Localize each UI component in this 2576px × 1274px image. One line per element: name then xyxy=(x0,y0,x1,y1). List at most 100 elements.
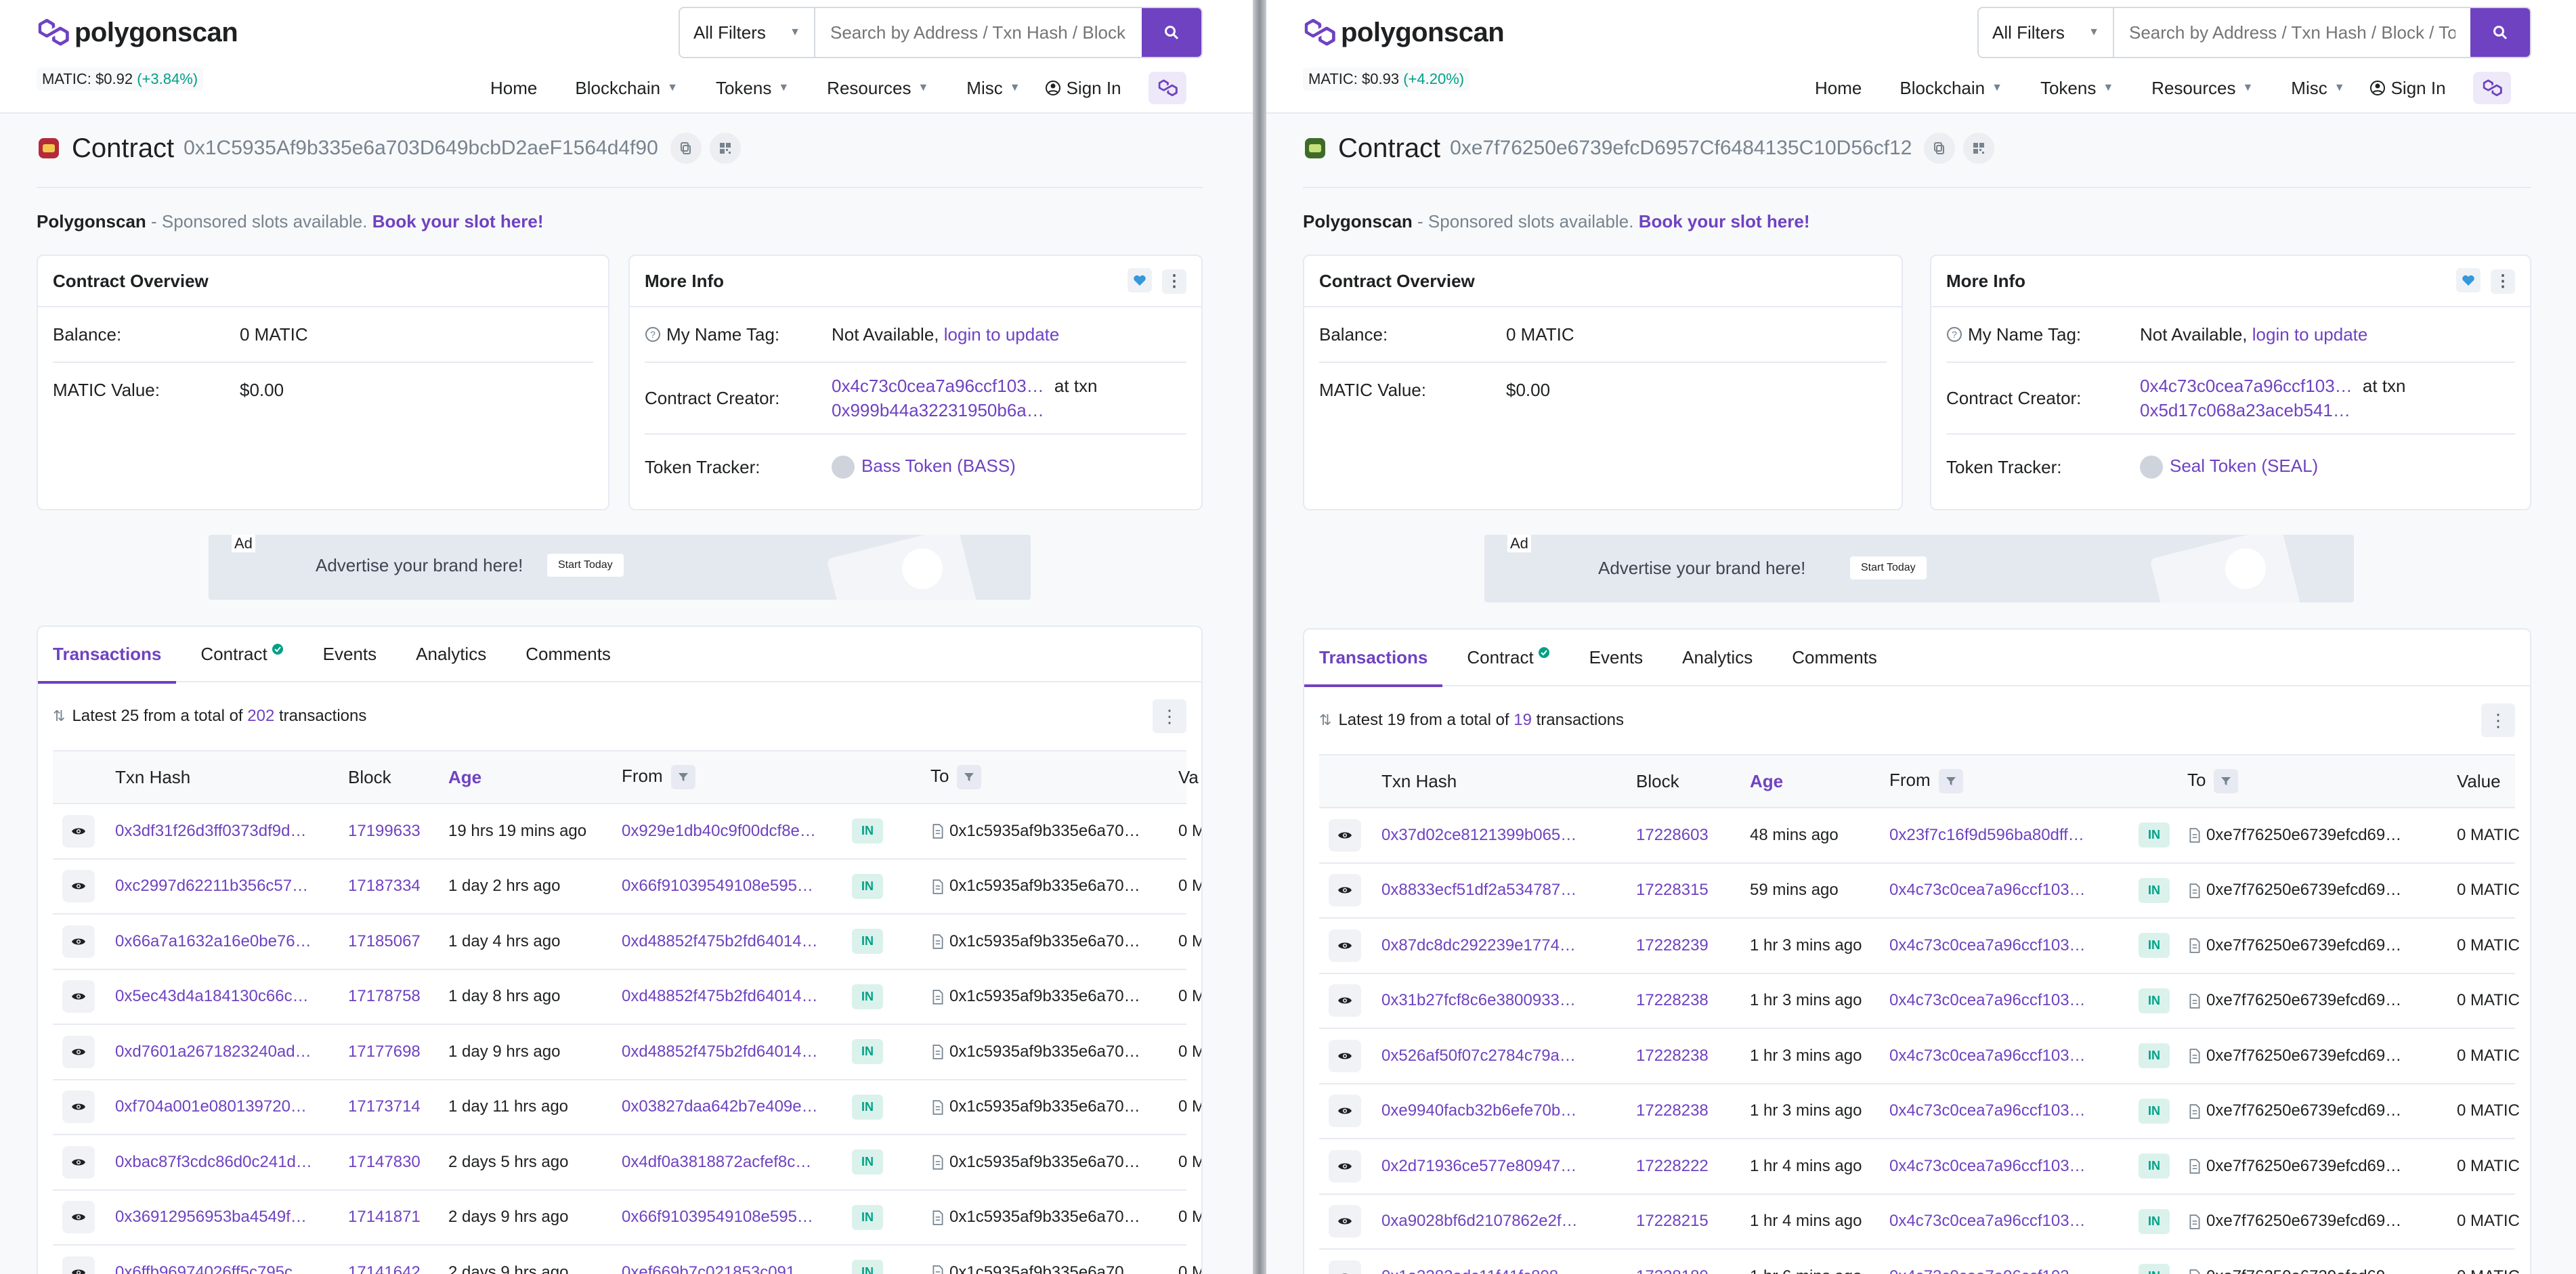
qr-code-button[interactable] xyxy=(709,133,741,164)
block-link[interactable]: 17185067 xyxy=(348,931,421,950)
from-address-link[interactable]: 0x03827daa642b7e409e… xyxy=(622,1097,818,1116)
table-options-button[interactable]: ⋮ xyxy=(1153,699,1186,733)
filter-dropdown[interactable]: All Filters ▼ xyxy=(1979,8,2114,57)
copy-address-button[interactable] xyxy=(670,133,702,164)
filter-from-button[interactable] xyxy=(1938,769,1963,793)
sign-in-link[interactable]: Sign In xyxy=(2369,78,2446,99)
site-logo[interactable]: polygonscan xyxy=(1303,16,1505,49)
sign-in-link[interactable]: Sign In xyxy=(1045,78,1121,99)
from-address-link[interactable]: 0x4c73c0cea7a96ccf103… xyxy=(1889,881,2086,900)
creator-txn-link[interactable]: 0x999b44a32231950b6a… xyxy=(832,400,1044,420)
filter-to-button[interactable] xyxy=(957,765,982,789)
nav-resources[interactable]: Resources ▼ xyxy=(2151,78,2253,99)
token-tracker-link[interactable]: Seal Token (SEAL) xyxy=(2170,455,2319,476)
block-link[interactable]: 17228222 xyxy=(1636,1156,1709,1175)
txn-hash-link[interactable]: 0xc2997d62211b356c57… xyxy=(115,877,309,896)
nav-tokens[interactable]: Tokens ▼ xyxy=(716,78,789,99)
block-link[interactable]: 17228215 xyxy=(1636,1212,1709,1231)
from-address-link[interactable]: 0x4c73c0cea7a96ccf103… xyxy=(1889,1212,2086,1231)
tab-contract[interactable]: Contract xyxy=(1467,630,1549,686)
search-input[interactable] xyxy=(2114,8,2470,57)
txn-hash-link[interactable]: 0x6ffb96974026ff5c795c… xyxy=(115,1262,309,1274)
from-address-link[interactable]: 0xd48852f475b2fd64014… xyxy=(622,987,818,1006)
block-link[interactable]: 17178758 xyxy=(348,987,421,1006)
view-details-button[interactable] xyxy=(1329,1260,1361,1274)
txn-hash-link[interactable]: 0x87dc8dc292239e1774… xyxy=(1381,936,1576,954)
nav-home[interactable]: Home xyxy=(1815,78,1862,99)
block-link[interactable]: 17228238 xyxy=(1636,1101,1709,1120)
from-address-link[interactable]: 0x4c73c0cea7a96ccf103… xyxy=(1889,1156,2086,1175)
block-link[interactable]: 17187334 xyxy=(348,877,421,896)
filter-dropdown[interactable]: All Filters ▼ xyxy=(680,8,815,57)
tab-transactions[interactable]: Transactions xyxy=(1304,630,1443,687)
site-logo[interactable]: polygonscan xyxy=(37,16,238,49)
from-address-link[interactable]: 0x4c73c0cea7a96ccf103… xyxy=(1889,991,2086,1010)
view-details-button[interactable] xyxy=(62,1035,95,1068)
more-options-button[interactable]: ⋮ xyxy=(1162,269,1186,294)
block-link[interactable]: 17199633 xyxy=(348,821,421,840)
ad-start-button[interactable]: Start Today xyxy=(547,554,624,577)
view-details-button[interactable] xyxy=(1329,1039,1361,1072)
favorite-button[interactable] xyxy=(2455,268,2481,293)
login-to-update-link[interactable]: login to update xyxy=(943,324,1060,345)
txn-hash-link[interactable]: 0x526af50f07c2784c79a… xyxy=(1381,1046,1576,1065)
txn-hash-link[interactable]: 0x66a7a1632a16e0be76… xyxy=(115,931,312,950)
nav-misc[interactable]: Misc ▼ xyxy=(966,78,1020,99)
ad-banner[interactable]: Ad Advertise your brand here! Start Toda… xyxy=(1484,535,2354,602)
ad-start-button[interactable]: Start Today xyxy=(1850,556,1927,579)
network-switch-button[interactable] xyxy=(2472,72,2511,104)
txn-hash-link[interactable]: 0x37d02ce8121399b065… xyxy=(1381,825,1577,844)
view-details-button[interactable] xyxy=(62,980,95,1013)
tab-transactions[interactable]: Transactions xyxy=(38,627,177,684)
window-divider[interactable] xyxy=(1253,0,1266,1274)
nav-tokens[interactable]: Tokens ▼ xyxy=(2040,78,2113,99)
creator-address-link[interactable]: 0x4c73c0cea7a96ccf103… xyxy=(2140,376,2353,396)
col-age[interactable]: Age xyxy=(448,766,482,787)
ad-banner[interactable]: Ad Advertise your brand here! Start Toda… xyxy=(209,535,1031,600)
summary-count-link[interactable]: 19 xyxy=(1514,711,1532,729)
block-link[interactable]: 17141642 xyxy=(348,1262,421,1274)
from-address-link[interactable]: 0x23f7c16f9d596ba80dff… xyxy=(1889,825,2084,844)
favorite-button[interactable] xyxy=(1127,268,1152,293)
tab-events[interactable]: Events xyxy=(322,643,377,664)
view-details-button[interactable] xyxy=(62,1145,95,1179)
block-link[interactable]: 17228180 xyxy=(1636,1267,1709,1274)
search-input[interactable] xyxy=(815,8,1142,57)
more-options-button[interactable]: ⋮ xyxy=(2491,269,2515,294)
view-details-button[interactable] xyxy=(62,1091,95,1124)
view-details-button[interactable] xyxy=(1329,1205,1361,1238)
from-address-link[interactable]: 0x4c73c0cea7a96ccf103… xyxy=(1889,1267,2086,1274)
view-details-button[interactable] xyxy=(62,1201,95,1234)
view-details-button[interactable] xyxy=(1329,1095,1361,1128)
block-link[interactable]: 17228603 xyxy=(1636,825,1709,844)
book-slot-link[interactable]: Book your slot here! xyxy=(372,211,544,232)
nav-resources[interactable]: Resources ▼ xyxy=(827,78,928,99)
txn-hash-link[interactable]: 0xa9028bf6d2107862e2f… xyxy=(1381,1212,1578,1231)
txn-hash-link[interactable]: 0x5ec43d4a184130c66c… xyxy=(115,987,309,1006)
view-details-button[interactable] xyxy=(62,870,95,903)
tab-comments[interactable]: Comments xyxy=(1792,646,1877,667)
tab-comments[interactable]: Comments xyxy=(525,643,611,664)
view-details-button[interactable] xyxy=(1329,984,1361,1017)
summary-count-link[interactable]: 202 xyxy=(247,707,275,725)
view-details-button[interactable] xyxy=(62,814,95,848)
from-address-link[interactable]: 0xd48852f475b2fd64014… xyxy=(622,931,818,950)
view-details-button[interactable] xyxy=(1329,874,1361,907)
table-options-button[interactable]: ⋮ xyxy=(2481,703,2515,737)
block-link[interactable]: 17173714 xyxy=(348,1097,421,1116)
txn-hash-link[interactable]: 0x36912956953ba4549f… xyxy=(115,1208,307,1227)
tab-analytics[interactable]: Analytics xyxy=(1682,646,1753,667)
block-link[interactable]: 17147830 xyxy=(348,1152,421,1171)
from-address-link[interactable]: 0x929e1db40c9f00dcf8e… xyxy=(622,821,816,840)
view-details-button[interactable] xyxy=(62,1256,95,1274)
txn-hash-link[interactable]: 0xf704a001e080139720… xyxy=(115,1097,307,1116)
txn-hash-link[interactable]: 0x3df31f26d3ff0373df9d… xyxy=(115,821,307,840)
txn-hash-link[interactable]: 0x8833ecf51df2a534787… xyxy=(1381,881,1577,900)
col-age[interactable]: Age xyxy=(1750,770,1784,791)
from-address-link[interactable]: 0x66f91039549108e595… xyxy=(622,1208,813,1227)
txn-hash-link[interactable]: 0x31b27fcf8c6e3800933… xyxy=(1381,991,1576,1010)
view-details-button[interactable] xyxy=(62,925,95,958)
token-tracker-link[interactable]: Bass Token (BASS) xyxy=(861,455,1016,476)
nav-blockchain[interactable]: Blockchain ▼ xyxy=(575,78,678,99)
search-button[interactable] xyxy=(1142,8,1201,57)
